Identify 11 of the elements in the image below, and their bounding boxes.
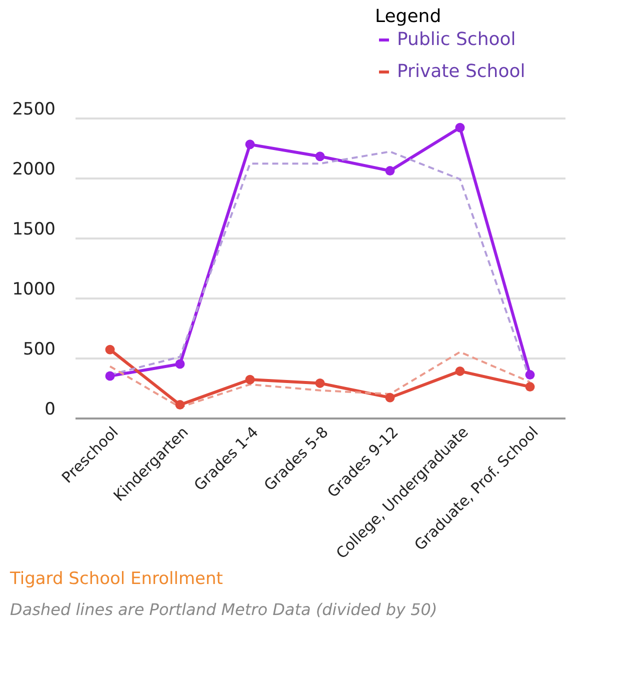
legend-label: Private School <box>397 61 526 82</box>
text: Dashed lines are Portland Metro Data (divided by 50) <box>10 600 438 620</box>
y-tick-label: 1500 <box>12 220 56 240</box>
y-tick-label: 0 <box>44 400 56 420</box>
y-tick-label: 500 <box>23 340 56 360</box>
y-tick-label: 1000 <box>12 280 56 300</box>
legend-label: Public School <box>397 29 516 50</box>
y-tick-label: 2500 <box>12 100 56 120</box>
legend-title: Legend <box>375 6 442 27</box>
y-tick-label: 2000 <box>12 160 56 180</box>
text: Tigard School Enrollment <box>9 569 224 590</box>
